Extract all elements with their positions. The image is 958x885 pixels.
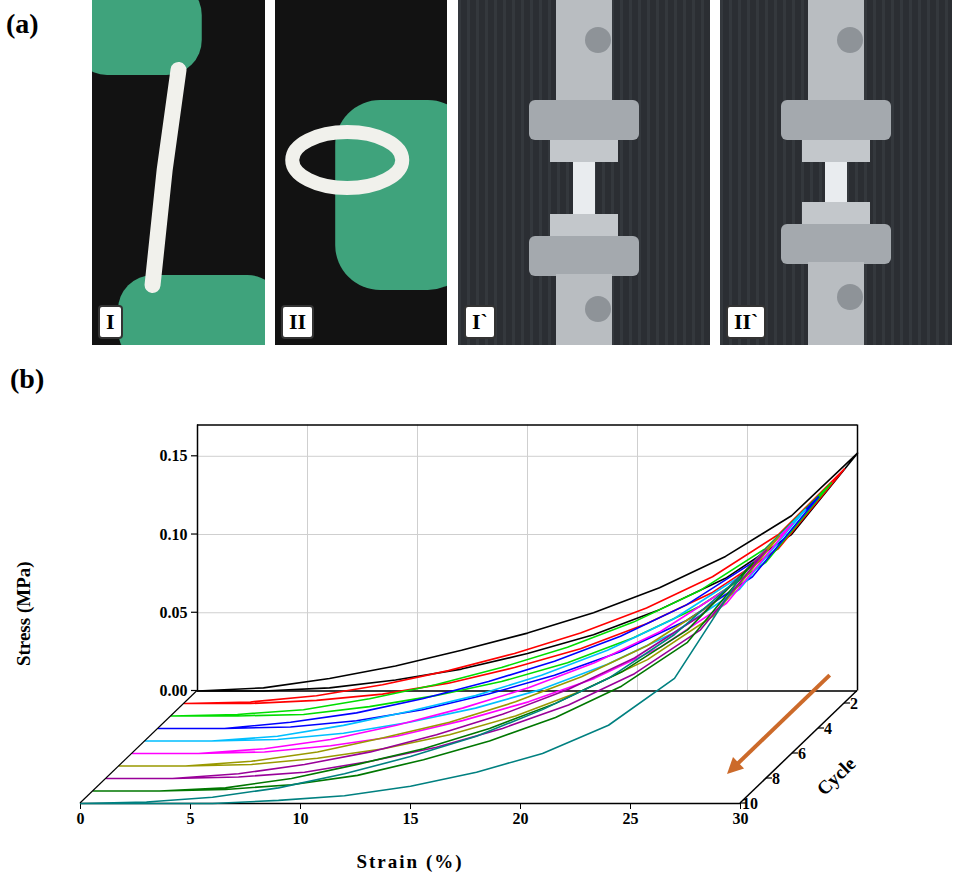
svg-text:0: 0	[77, 810, 85, 827]
svg-text:2: 2	[850, 695, 858, 712]
html-text:(a): (a)	[6, 8, 39, 39]
svg-text:30: 30	[733, 810, 749, 827]
svg-text:0.15: 0.15	[160, 447, 188, 464]
svg-text:0.00: 0.00	[160, 682, 188, 699]
svg-text:10: 10	[742, 795, 758, 812]
html-text:I: I	[106, 309, 115, 334]
svg-text:8: 8	[772, 770, 780, 787]
html-text:(b): (b)	[10, 363, 45, 394]
svg-text:0.05: 0.05	[160, 604, 188, 621]
html-text:II: II	[289, 309, 307, 334]
svg-text:Strain (%): Strain (%)	[356, 851, 463, 873]
svg-text:6: 6	[798, 745, 806, 762]
html-text:I`: I`	[472, 309, 488, 334]
svg-text:0.10: 0.10	[160, 526, 188, 543]
svg-text:Cycle: Cycle	[812, 753, 859, 800]
html-text:II`: II`	[734, 309, 759, 334]
svg-text:5: 5	[187, 810, 195, 827]
svg-text:10: 10	[293, 810, 309, 827]
svg-text:20: 20	[513, 810, 529, 827]
svg-text:15: 15	[403, 810, 419, 827]
svg-text:25: 25	[623, 810, 639, 827]
svg-text:4: 4	[824, 720, 832, 737]
svg-text:Stress (MPa): Stress (MPa)	[13, 561, 35, 666]
